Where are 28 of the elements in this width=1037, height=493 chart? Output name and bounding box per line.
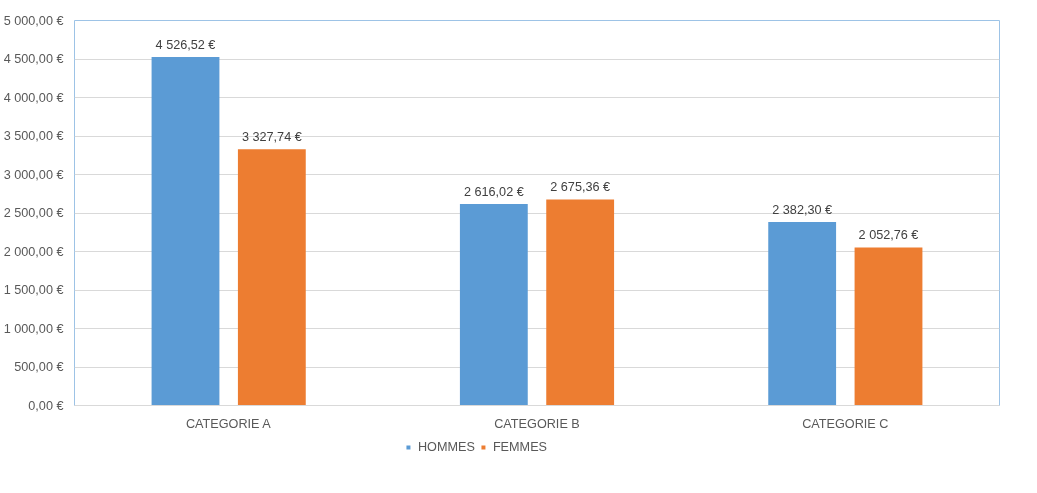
legend-label: HOMMES <box>417 440 475 454</box>
y-tick-label: 3 500,00 € <box>3 129 64 143</box>
data-label: 2 382,30 € <box>772 203 833 218</box>
x-tick-label: CATEGORIE B <box>494 416 580 431</box>
y-tick-label: 500,00 € <box>14 360 64 374</box>
bar <box>546 199 615 406</box>
data-label: 2 052,76 € <box>858 228 919 243</box>
y-tick-label: 0,00 € <box>28 398 64 413</box>
y-tick-label: 1 500,00 € <box>3 283 64 297</box>
bar <box>768 222 837 406</box>
y-tick-label: 4 500,00 € <box>3 52 64 66</box>
data-label: 2 616,02 € <box>463 185 524 200</box>
bar <box>854 247 923 406</box>
bar <box>237 149 306 406</box>
x-tick-label: CATEGORIE A <box>185 416 272 431</box>
data-label: 4 526,52 € <box>155 37 216 52</box>
y-tick-label: 3 000,00 € <box>3 167 64 182</box>
data-label: 2 675,36 € <box>550 180 611 195</box>
x-tick-label: CATEGORIE C <box>802 416 889 431</box>
legend-label: FEMMES <box>492 440 548 454</box>
y-tick-label: 1 000,00 € <box>3 321 64 336</box>
data-label: 3 327,74 € <box>241 130 302 145</box>
y-tick-label: 2 000,00 € <box>3 244 64 259</box>
y-tick-label: 2 500,00 € <box>3 206 64 220</box>
bar <box>459 204 528 406</box>
bar <box>151 56 220 406</box>
y-tick-label: 4 000,00 € <box>3 90 64 105</box>
y-tick-label: 5 000,00 € <box>3 13 64 28</box>
